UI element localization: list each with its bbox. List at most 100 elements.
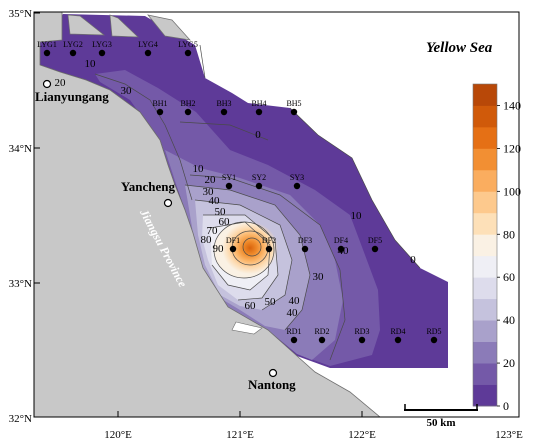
station-label: DF1 (226, 236, 240, 245)
contour-label: 30 (313, 271, 325, 283)
longitude-labels: 120°E 121°E 122°E 123°E (104, 429, 523, 441)
lat-tick-label: 35°N (9, 8, 32, 20)
station-dot (69, 49, 77, 57)
island-shape (67, 14, 106, 36)
station-dot (184, 108, 192, 116)
contour-label: 10 (351, 210, 363, 222)
contour-label: 20 (55, 77, 67, 89)
station-dot (318, 336, 326, 344)
contour-label: 60 (219, 216, 231, 228)
contour-label: 60 (245, 300, 257, 312)
station-label: DF4 (334, 236, 348, 245)
station-label: DF5 (368, 236, 382, 245)
contour-label: 40 (287, 307, 299, 319)
map-frame (33, 11, 520, 418)
scale-bar-label: 50 km (426, 417, 455, 429)
station-dot (301, 245, 309, 253)
axis-ticks (34, 12, 363, 417)
contour-label: 70 (207, 225, 219, 237)
colorbar-tick-label: 0 (503, 399, 509, 413)
colorbar-swatch (473, 384, 497, 407)
colorbar-tick-label: 140 (503, 98, 521, 112)
station-label: LYG5 (178, 40, 198, 49)
colorbar-swatch (473, 341, 497, 364)
colorbar-tick-label: 120 (503, 141, 521, 155)
colorbar-swatch (473, 126, 497, 149)
latitude-labels: 35°N 34°N 33°N 32°N (9, 8, 32, 425)
station-label: SY2 (252, 173, 266, 182)
station-dot (225, 182, 233, 190)
colorbar-tick-label: 40 (503, 313, 515, 327)
city-marker (163, 198, 173, 208)
contour-label: 20 (205, 174, 217, 186)
station-label: LYG2 (63, 40, 83, 49)
station-label: DF3 (298, 236, 312, 245)
island-shape (109, 14, 139, 38)
contour-label: 10 (193, 163, 205, 175)
station-dot (337, 245, 345, 253)
station-dot (43, 49, 51, 57)
lat-tick-label: 32°N (9, 413, 32, 425)
station-dot (156, 108, 164, 116)
lat-tick-label: 34°N (9, 143, 32, 155)
colorbar-swatch (473, 255, 497, 278)
contour-label: 0 (255, 129, 261, 141)
station-label: DF2 (262, 236, 276, 245)
colorbar-tick-labels: 0 20 40 60 80 100 120 140 (503, 98, 521, 413)
colorbar-tick-label: 20 (503, 356, 515, 370)
contour-label: 90 (213, 243, 225, 255)
city-marker (42, 79, 52, 89)
station-dot (293, 182, 301, 190)
city-label: Nantong (248, 377, 296, 392)
colorbar-swatch (473, 320, 497, 342)
island-shape (231, 321, 263, 335)
station-label: SY1 (222, 173, 236, 182)
station-dot (290, 108, 298, 116)
contour-label: 40 (289, 295, 301, 307)
colorbar-swatch (473, 148, 497, 171)
contour-label: 40 (209, 195, 221, 207)
colorbar-tick-label: 80 (503, 227, 515, 241)
station-dot (98, 49, 106, 57)
station-label: BH5 (286, 99, 301, 108)
station-dot (358, 336, 366, 344)
concentration-field (40, 14, 448, 368)
lon-tick-label: 122°E (348, 429, 376, 441)
colorbar-swatch (473, 277, 497, 300)
colorbar-swatch (473, 363, 497, 385)
contour-label: 80 (201, 234, 213, 246)
colorbar-swatch (473, 212, 497, 235)
station-label: BH2 (180, 99, 195, 108)
station-label: RD1 (286, 327, 301, 336)
colorbar-swatch (473, 169, 497, 192)
station-label: BH4 (251, 99, 266, 108)
island-shape (147, 14, 191, 41)
contour-label: 50 (215, 206, 227, 218)
lon-tick-label: 120°E (104, 429, 132, 441)
station-dot (255, 182, 263, 190)
station-dot (255, 108, 263, 116)
contour-label: 30 (121, 85, 133, 97)
colorbar (472, 83, 500, 407)
station-dot (371, 245, 379, 253)
station-dot (430, 336, 438, 344)
colorbar-swatch (473, 105, 497, 128)
colorbar-tick-label: 100 (503, 184, 521, 198)
lon-tick-label: 121°E (226, 429, 254, 441)
station-dot (229, 245, 237, 253)
station-label: BH1 (152, 99, 167, 108)
colorbar-swatch (473, 234, 497, 257)
station-label: BH3 (216, 99, 231, 108)
station-label: SY3 (290, 173, 304, 182)
station-label: RD5 (426, 327, 441, 336)
sampling-stations: LYG1 LYG2 LYG3 LYG4 LYG5 BH1 BH2 BH3 BH4 BH5 SY1 SY… (37, 40, 442, 344)
station-label: LYG4 (138, 40, 158, 49)
lon-tick-label: 123°E (495, 429, 523, 441)
station-label: RD4 (390, 327, 405, 336)
colorbar-tick-label: 60 (503, 270, 515, 284)
land-area (34, 12, 381, 417)
contour-label: 40 (338, 245, 350, 257)
station-dot (290, 336, 298, 344)
contour-label: 30 (203, 186, 215, 198)
